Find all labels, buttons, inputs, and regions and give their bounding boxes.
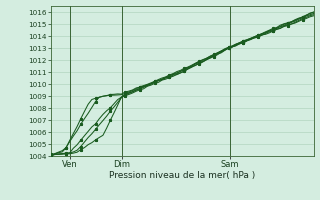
X-axis label: Pression niveau de la mer( hPa ): Pression niveau de la mer( hPa ) [109, 171, 256, 180]
